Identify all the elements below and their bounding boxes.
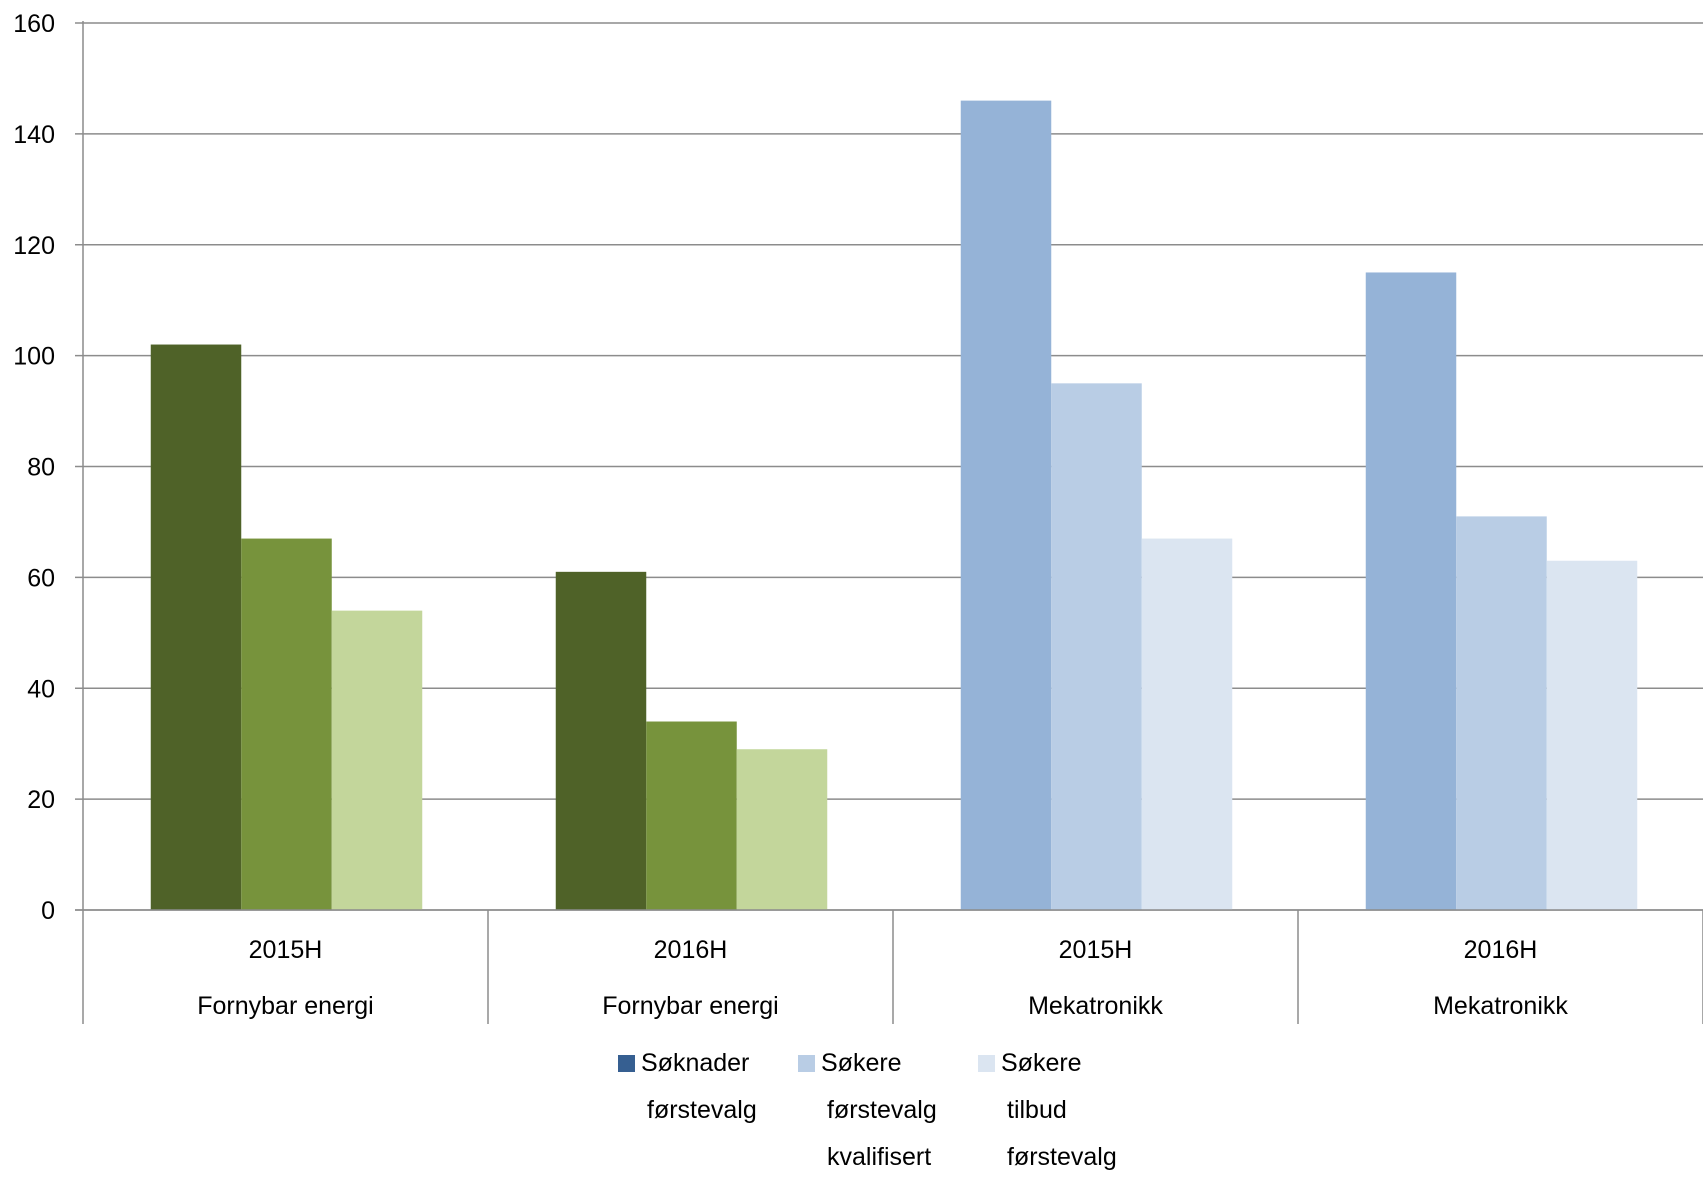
x-group-label: Fornybar energi [602, 992, 778, 1020]
axes [75, 21, 1703, 1024]
x-period-label: 2016H [654, 936, 728, 964]
bar [1546, 560, 1638, 910]
legend-label-line: tilbud [1007, 1096, 1067, 1124]
legend-label-line: førstevalg [1007, 1143, 1117, 1171]
bar [555, 571, 647, 910]
bar [736, 749, 828, 910]
x-group-label: Fornybar energi [197, 992, 373, 1020]
x-period-label: 2015H [249, 936, 323, 964]
bar [1051, 383, 1142, 910]
y-tick-label: 40 [27, 675, 55, 703]
legend-label-line: Søkere [1001, 1049, 1082, 1077]
x-axis-labels: 2015H Fornybar energi 2016H Fornybar energi… [197, 936, 1568, 1020]
legend: Søknader førstevalg Søkere førstevalg kvalif… [618, 1040, 1158, 1181]
bars [150, 100, 1638, 911]
bar-chart: 0 20 40 60 80 100 120 140 160 2015H Fornybar ener… [13, 10, 1703, 1024]
y-tick-label: 160 [13, 10, 55, 38]
bar [646, 721, 737, 910]
y-axis-tick-labels: 0 20 40 60 80 100 120 140 160 [13, 10, 55, 925]
bar [241, 538, 332, 910]
legend-label: Søkere førstevalg kvalifisert [821, 1040, 937, 1181]
legend-label-line: førstevalg [827, 1096, 937, 1124]
legend-label: Søknader førstevalg [641, 1040, 757, 1134]
bar [150, 344, 242, 911]
y-tick-label: 140 [13, 121, 55, 149]
bar [1141, 538, 1233, 910]
legend-swatch [978, 1055, 995, 1072]
bar [1456, 516, 1547, 910]
y-tick-label: 20 [27, 786, 55, 814]
x-group-label: Mekatronikk [1028, 992, 1163, 1020]
y-tick-label: 100 [13, 343, 55, 371]
bar [1365, 272, 1457, 910]
legend-label-line: Søknader [641, 1049, 750, 1077]
bar [331, 610, 423, 910]
legend-item: Søkere førstevalg kvalifisert [798, 1040, 978, 1181]
legend-label-line: førstevalg [647, 1096, 757, 1124]
legend-label: Søkere tilbud førstevalg [1001, 1040, 1117, 1181]
y-tick-label: 80 [27, 454, 55, 482]
x-group-label: Mekatronikk [1433, 992, 1568, 1020]
x-period-label: 2015H [1059, 936, 1133, 964]
y-tick-label: 0 [41, 897, 55, 925]
legend-label-line: Søkere [821, 1049, 902, 1077]
legend-item: Søkere tilbud førstevalg [978, 1040, 1158, 1181]
bar [960, 100, 1052, 911]
legend-item: Søknader førstevalg [618, 1040, 798, 1181]
legend-label-line: kvalifisert [827, 1143, 932, 1171]
y-tick-label: 60 [27, 564, 55, 592]
x-period-label: 2016H [1464, 936, 1538, 964]
legend-swatch [798, 1055, 815, 1072]
y-tick-label: 120 [13, 232, 55, 260]
legend-swatch [618, 1055, 635, 1072]
